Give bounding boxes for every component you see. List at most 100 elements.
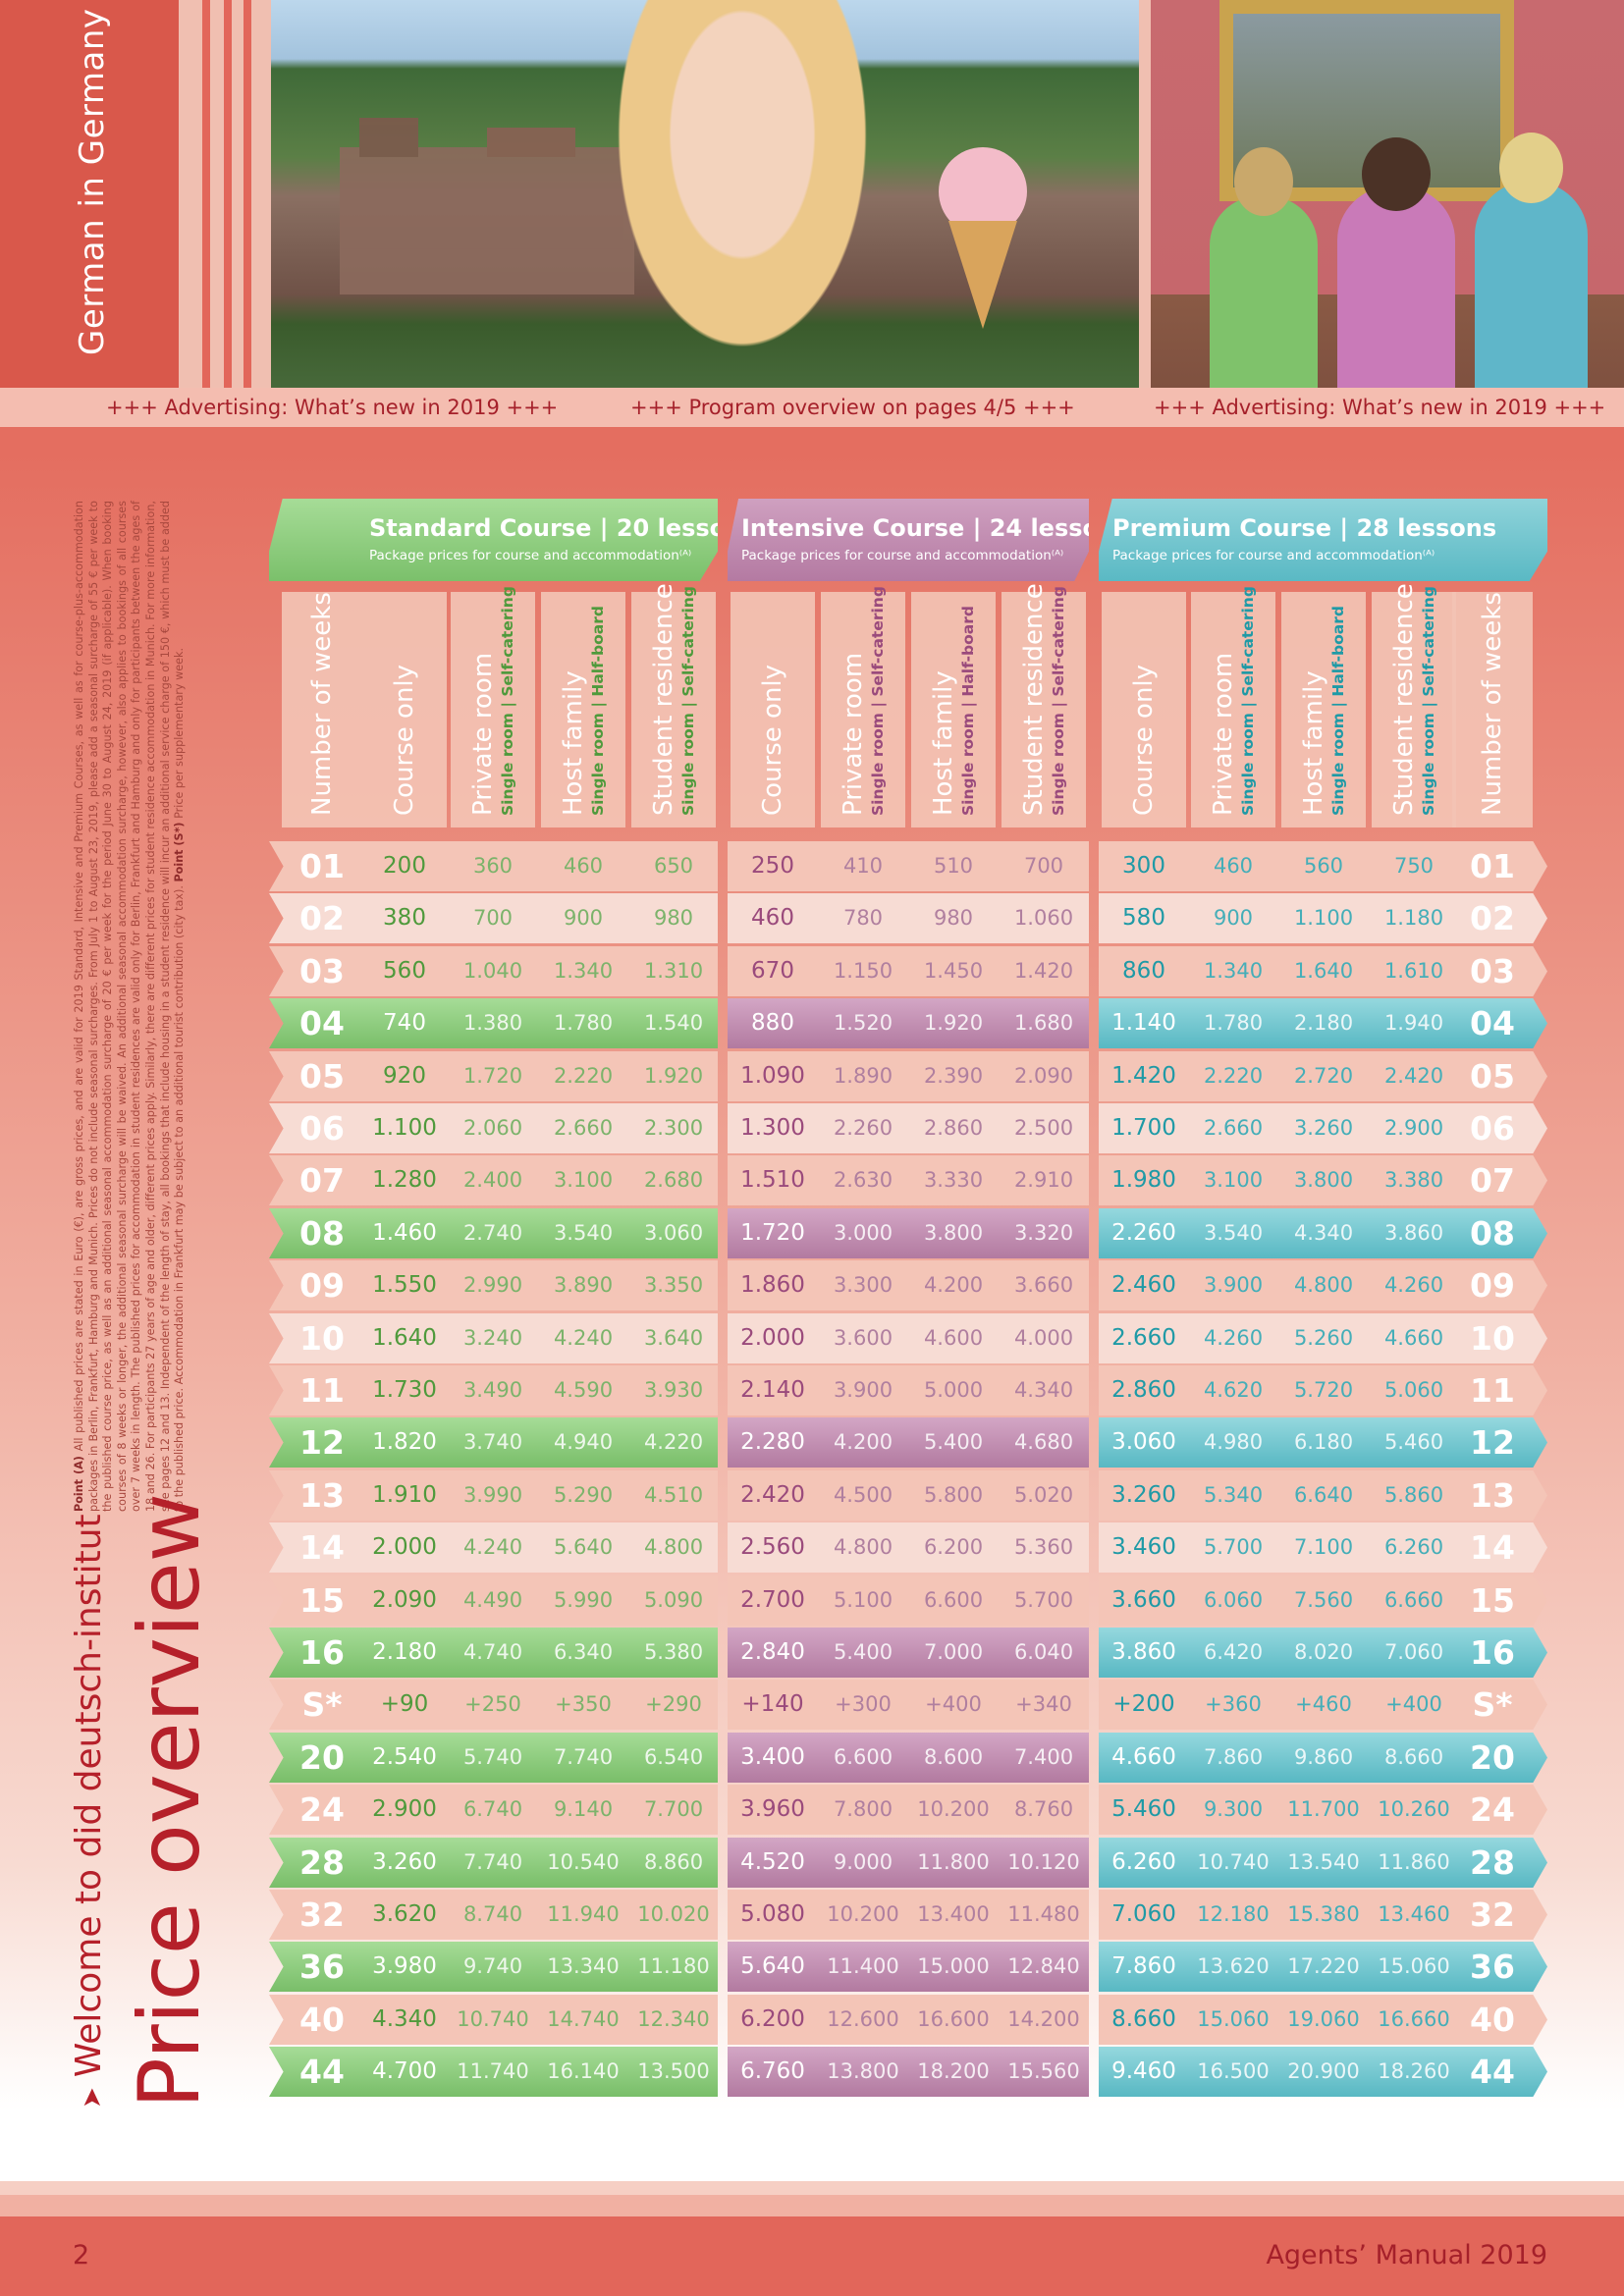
row-band-std — [269, 1522, 718, 1573]
header-student-residence: Student residence Single room | Self-cate… — [1372, 583, 1456, 828]
row-band-int — [728, 1260, 1089, 1310]
package-price: 6.600 — [923, 1588, 984, 1612]
package-price: 7.000 — [923, 1640, 984, 1664]
weeks-cell: 02 — [299, 899, 345, 937]
package-price: 5.340 — [1203, 1483, 1264, 1507]
package-price: 700 — [472, 906, 514, 930]
course-only-price: 4.520 — [740, 1849, 805, 1875]
package-price: 17.220 — [1287, 1954, 1360, 1978]
package-price: 10.260 — [1378, 1797, 1450, 1821]
course-only-price: 2.000 — [372, 1534, 437, 1560]
row-band-std — [269, 1995, 718, 2045]
package-price: 4.800 — [1293, 1273, 1354, 1297]
course-only-price: 3.960 — [740, 1796, 805, 1822]
ticker-item: +++ Program overview on pages 4/5 +++ — [630, 396, 1075, 419]
package-price: 12.840 — [1007, 1954, 1080, 1978]
row-band-pre — [1099, 1260, 1547, 1310]
package-price: 560 — [1303, 854, 1344, 878]
header-band: German in Germany — [0, 0, 1624, 388]
package-price: 3.660 — [1013, 1273, 1074, 1297]
course-only-price: 3.620 — [372, 1901, 437, 1927]
package-price: 10.120 — [1007, 1850, 1080, 1874]
package-price: 7.860 — [1203, 1745, 1264, 1769]
weeks-cell: 04 — [299, 1004, 345, 1042]
package-price: 4.740 — [462, 1640, 523, 1664]
header-course-only: Course only — [731, 592, 815, 828]
package-price: 2.420 — [1383, 1064, 1444, 1088]
package-price: 3.990 — [462, 1483, 523, 1507]
header-private-room: Private room Single room | Self-catering — [1191, 586, 1275, 828]
weeks-cell: 09 — [1470, 1266, 1515, 1305]
package-price: 1.720 — [462, 1064, 523, 1088]
weeks-cell: 15 — [1470, 1581, 1515, 1620]
row-band-pre — [1099, 1051, 1547, 1101]
package-price: +360 — [1205, 1692, 1262, 1716]
row-band-std — [269, 998, 718, 1048]
row-band-pre — [1099, 998, 1547, 1048]
weeks-cell: 02 — [1470, 899, 1515, 937]
weeks-cell: 03 — [1470, 952, 1515, 990]
package-price: 3.900 — [1203, 1273, 1264, 1297]
course-only-price: 5.080 — [740, 1901, 805, 1927]
package-price: 3.300 — [833, 1273, 893, 1297]
course-only-price: 2.260 — [1111, 1220, 1176, 1246]
package-price: 1.100 — [1293, 906, 1354, 930]
table-row: 12 1.820 3.740 4.940 4.220 2.280 4.200 5.400 4.6… — [0, 1417, 1624, 1468]
package-price: 13.800 — [827, 2059, 899, 2083]
table-row: 15 2.090 4.490 5.990 5.090 2.700 5.100 6.600 5.7… — [0, 1575, 1624, 1626]
package-price: 2.680 — [643, 1168, 704, 1192]
weeks-cell: 44 — [1470, 2053, 1515, 2091]
row-band-std — [269, 1051, 718, 1101]
course-only-price: 2.000 — [740, 1325, 805, 1351]
course-only-price: 2.090 — [372, 1587, 437, 1613]
row-band-pre — [1099, 1103, 1547, 1153]
package-price: 4.490 — [462, 1588, 523, 1612]
course-only-price: 2.660 — [1111, 1325, 1176, 1351]
package-price: 5.400 — [833, 1640, 893, 1664]
course-only-price: 2.560 — [740, 1534, 805, 1560]
course-only-price: 1.550 — [372, 1272, 437, 1298]
row-band-int — [728, 946, 1089, 996]
course-only-price: 300 — [1122, 853, 1165, 879]
ticker-item: +++ Advertising: What’s new in 2019 +++ — [1154, 396, 1606, 419]
course-only-price: 1.910 — [372, 1482, 437, 1508]
row-band-int — [728, 1313, 1089, 1363]
row-band-int — [728, 1680, 1089, 1730]
package-price: 2.660 — [1203, 1116, 1264, 1140]
row-band-std — [269, 1313, 718, 1363]
banner-standard-course: Standard Course | 20 lessons Package pri… — [269, 499, 718, 581]
row-band-std — [269, 946, 718, 996]
course-only-price: 1.820 — [372, 1429, 437, 1455]
package-price: 3.640 — [643, 1326, 704, 1350]
package-price: 6.200 — [923, 1535, 984, 1559]
course-only-price: 4.660 — [1111, 1744, 1176, 1770]
table-row: 07 1.280 2.400 3.100 2.680 1.510 2.630 3.330 2.9… — [0, 1155, 1624, 1205]
package-price: 3.600 — [833, 1326, 893, 1350]
course-only-price: 460 — [751, 905, 794, 931]
row-band-pre — [1099, 1470, 1547, 1521]
row-band-std — [269, 1417, 718, 1468]
banner-intensive-course: Intensive Course | 24 lessons Package pr… — [728, 499, 1089, 581]
package-price: 5.720 — [1293, 1378, 1354, 1402]
package-price: 5.020 — [1013, 1483, 1074, 1507]
package-price: 13.500 — [637, 2059, 710, 2083]
package-price: 4.200 — [833, 1430, 893, 1454]
package-price: 4.940 — [553, 1430, 614, 1454]
row-band-int — [728, 2047, 1089, 2097]
weeks-cell: 10 — [299, 1319, 345, 1358]
row-band-pre — [1099, 1522, 1547, 1573]
package-price: 8.020 — [1293, 1640, 1354, 1664]
package-price: 13.340 — [547, 1954, 620, 1978]
package-price: 5.380 — [643, 1640, 704, 1664]
row-band-int — [728, 1155, 1089, 1205]
course-only-price: 1.090 — [740, 1063, 805, 1089]
weeks-cell: 24 — [1470, 1790, 1515, 1829]
course-only-price: 3.400 — [740, 1744, 805, 1770]
package-price: 3.740 — [462, 1430, 523, 1454]
course-only-price: 3.060 — [1111, 1429, 1176, 1455]
weeks-cell: 20 — [1470, 1738, 1515, 1777]
package-price: 2.220 — [1203, 1064, 1264, 1088]
course-only-price: 7.060 — [1111, 1901, 1176, 1927]
package-price: 1.060 — [1013, 906, 1074, 930]
weeks-cell: 40 — [299, 2001, 345, 2039]
